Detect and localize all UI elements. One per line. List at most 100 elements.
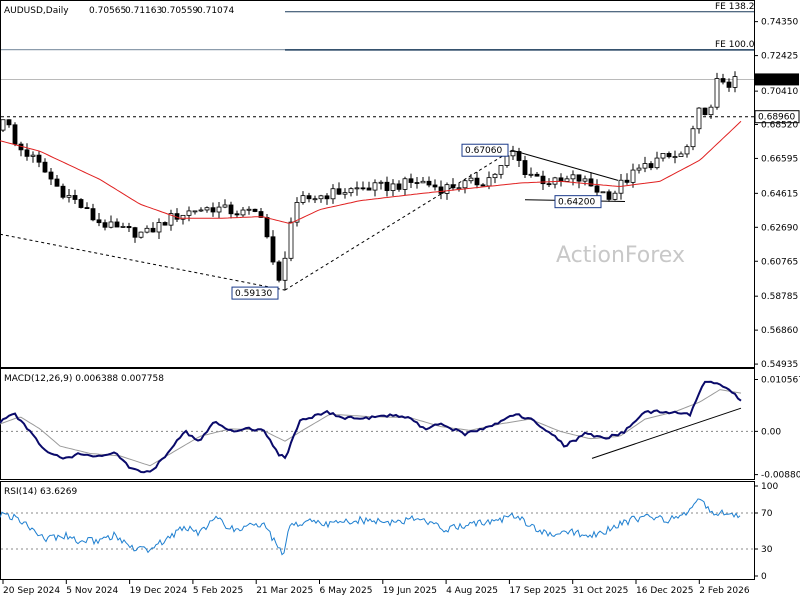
horizontal-levels: 0.68960 FE 138.2 FE 100.0 0.71074 — [1, 2, 800, 124]
candle-body — [480, 184, 486, 187]
candle-body — [456, 187, 462, 190]
candle-body — [600, 191, 606, 194]
candle-body — [12, 124, 18, 145]
candle-body — [654, 157, 660, 169]
price-tick-label: 0.56860 — [761, 326, 798, 336]
macd-title: MACD(12,26,9) 0.006388 0.007758 — [4, 374, 164, 384]
candle-body — [594, 185, 600, 193]
candle-body — [444, 184, 450, 194]
annotation-67060-label: 0.67060 — [465, 146, 502, 156]
candle-body — [360, 187, 366, 190]
x-axis: 20 Sep 2024 5 Nov 2024 19 Dec 2024 5 Feb 20… — [2, 580, 750, 596]
candle-body — [582, 178, 588, 182]
current-price-box — [755, 73, 799, 86]
candle-body — [678, 153, 684, 157]
rsi-title: RSI(14) 63.6269 — [4, 487, 77, 497]
candle-body — [720, 78, 726, 83]
candle-body — [228, 204, 234, 215]
price-tick-label: 0.54935 — [761, 360, 798, 370]
candle-body — [150, 227, 156, 233]
rsi-tick-label: 0 — [761, 572, 767, 582]
watermark-text: ActionForex — [556, 243, 685, 268]
candle-body — [462, 180, 468, 189]
candle-body — [666, 153, 672, 158]
candle-body — [648, 163, 654, 169]
triangle-upper-line — [511, 149, 619, 181]
price-tick-label: 0.72425 — [761, 52, 798, 62]
price-tick-label: 0.60765 — [761, 257, 798, 267]
candle-body — [534, 173, 540, 177]
x-tick-label: 17 Sep 2025 — [509, 586, 566, 596]
candle-body — [312, 198, 318, 201]
candle-body — [402, 178, 408, 190]
candle-body — [672, 156, 678, 158]
macd-main-line — [0, 380, 742, 474]
price-tick-label: 0.62690 — [761, 223, 798, 233]
candle-body — [252, 208, 258, 212]
candle-body — [300, 195, 306, 203]
level-label-68960: 0.68960 — [758, 113, 795, 123]
dashed-trendline-upper — [284, 149, 513, 291]
candle-body — [558, 177, 564, 182]
candle-body — [606, 191, 612, 200]
candle-body — [306, 195, 312, 200]
candle-body — [714, 78, 720, 108]
candle-body — [162, 222, 168, 226]
candle-body — [282, 257, 288, 281]
candle-body — [54, 178, 60, 187]
candle-body — [324, 195, 330, 200]
price-annotations: 0.67060 0.64200 0.59130 — [231, 143, 602, 300]
price-tick-label: 0.70410 — [761, 87, 798, 97]
moving-average — [0, 120, 742, 224]
x-tick-label: 20 Sep 2024 — [3, 586, 60, 596]
candle-body — [684, 146, 690, 155]
macd-trendline — [591, 407, 742, 459]
candle-body — [486, 177, 492, 187]
candle-body — [354, 187, 360, 190]
candle-body — [390, 183, 396, 191]
price-tick-label: 0.58785 — [761, 292, 798, 302]
candle-body — [732, 76, 738, 88]
candle-body — [504, 155, 510, 166]
candle-body — [186, 210, 192, 216]
annotation-59130-label: 0.59130 — [235, 289, 272, 299]
candle-body — [90, 208, 96, 221]
rsi-line — [0, 498, 741, 556]
candle-body — [510, 151, 516, 157]
chart-header-symbol: AUDUSD,Daily — [4, 6, 69, 16]
candle-body — [42, 161, 48, 173]
candle-body — [192, 210, 198, 213]
candle-body — [342, 192, 348, 195]
candle-body — [234, 213, 240, 216]
macd-pane: 0.010567 0.00 -0.008808 — [0, 375, 800, 481]
candle-body — [114, 221, 120, 228]
candle-body — [168, 213, 174, 226]
candle-body — [636, 167, 642, 171]
price-tick-label: 0.66595 — [761, 154, 798, 164]
candle-body — [6, 119, 12, 126]
annotation-64200-box — [554, 195, 602, 209]
x-tick-label: 2 Feb 2026 — [699, 586, 750, 596]
candle-body — [468, 177, 474, 182]
candle-body — [540, 175, 546, 185]
candle-body — [294, 202, 300, 223]
candle-body — [702, 107, 708, 116]
candle-body — [396, 183, 402, 190]
candle-body — [318, 195, 324, 200]
candle-body — [408, 178, 414, 183]
price-tick-label: 0.68520 — [761, 120, 798, 130]
rsi-pane-frame — [0, 481, 755, 580]
candle-body — [384, 181, 390, 191]
candle-body — [240, 209, 246, 216]
candle-body — [60, 185, 66, 198]
candle-body — [690, 128, 696, 148]
candle-body — [30, 154, 36, 157]
rsi-tick-label: 70 — [761, 509, 773, 519]
candle-body — [24, 149, 30, 157]
candle-body — [450, 184, 456, 189]
chart-header-low: 0.70559 — [161, 6, 198, 16]
candle-body — [78, 199, 84, 208]
candle-body — [426, 180, 432, 186]
rsi-tick-label: 30 — [761, 545, 773, 555]
candle-body — [108, 221, 114, 228]
